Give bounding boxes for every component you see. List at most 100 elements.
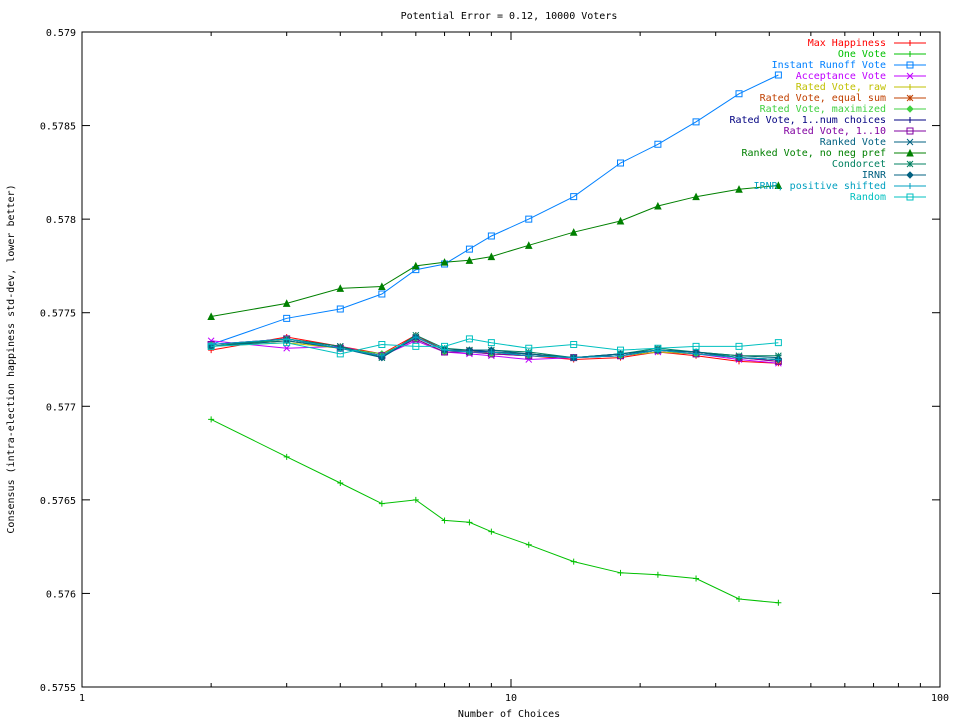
data-point xyxy=(692,192,700,201)
y-tick-label: 0.5755 xyxy=(40,683,76,694)
data-point xyxy=(488,528,495,535)
data-point xyxy=(525,344,533,352)
data-point xyxy=(207,312,215,320)
data-point xyxy=(693,575,700,582)
data-point xyxy=(570,354,578,362)
data-point xyxy=(570,558,577,565)
data-point xyxy=(735,185,743,193)
data-point xyxy=(654,201,662,210)
series-random xyxy=(207,335,782,358)
series-instant-runoff-vote xyxy=(207,71,782,349)
legend-label: Max Happiness xyxy=(808,38,886,49)
legend-marker xyxy=(906,193,914,201)
legend-label: IRNR, positive shifted xyxy=(754,181,886,192)
x-tick-label: 10 xyxy=(505,693,517,704)
y-tick-label: 0.5765 xyxy=(40,496,76,507)
data-point xyxy=(735,342,743,350)
legend-label: Rated Vote, raw xyxy=(796,82,887,93)
data-point xyxy=(336,284,345,292)
data-point xyxy=(692,342,700,350)
data-point xyxy=(774,181,783,189)
data-point xyxy=(487,252,496,261)
data-point xyxy=(412,496,419,503)
y-axis-label: Consensus (intra-election happiness std-… xyxy=(6,184,17,533)
y-tick-label: 0.577 xyxy=(46,402,76,413)
data-point xyxy=(378,500,385,507)
x-axis: 1 10 100 xyxy=(79,32,949,704)
data-point xyxy=(692,118,700,126)
data-point xyxy=(378,352,385,359)
legend-label: Rated Vote, maximized xyxy=(760,104,886,115)
data-point xyxy=(525,352,532,359)
legend-marker xyxy=(906,171,914,179)
data-point xyxy=(282,299,291,307)
legend-marker xyxy=(907,51,913,57)
y-tick-label: 0.578 xyxy=(46,215,76,226)
legend-label: Acceptance Vote xyxy=(796,71,886,82)
data-point xyxy=(378,290,386,298)
series-line xyxy=(211,185,779,317)
data-point xyxy=(654,140,662,148)
data-point xyxy=(617,569,624,576)
data-point xyxy=(283,453,290,460)
data-point xyxy=(466,349,473,356)
data-point xyxy=(570,341,578,349)
data-point xyxy=(378,341,386,349)
y-tick-label: 0.5785 xyxy=(40,122,76,133)
data-point xyxy=(336,305,344,313)
y-tick-label: 0.5775 xyxy=(40,309,76,320)
x-tick-label: 100 xyxy=(931,693,949,704)
series-layer xyxy=(207,71,783,606)
data-point xyxy=(441,342,449,350)
data-point xyxy=(412,342,420,350)
data-point xyxy=(412,334,419,341)
series-line xyxy=(210,418,779,604)
y-tick-label: 0.579 xyxy=(46,28,76,39)
legend-label: Rated Vote, 1..10 xyxy=(784,126,886,137)
legend-label: Rated Vote, equal sum xyxy=(760,93,886,104)
y-axis: 0.5755 0.576 0.5765 0.577 0.5775 0.578 0.5785 0… xyxy=(40,28,940,694)
data-point xyxy=(283,344,291,352)
data-point xyxy=(616,216,625,225)
legend-label: Rated Vote, 1..num choices xyxy=(729,115,886,126)
x-axis-label: Number of Choices xyxy=(458,709,560,720)
legend-label: Ranked Vote xyxy=(820,137,886,148)
legend-marker xyxy=(906,72,914,80)
data-point xyxy=(525,356,533,363)
data-point xyxy=(525,215,533,223)
legend-label: Condorcet xyxy=(832,159,886,170)
data-point xyxy=(336,350,344,358)
data-point xyxy=(465,335,473,343)
data-point xyxy=(775,356,782,363)
data-point xyxy=(488,349,495,356)
data-point xyxy=(774,71,782,79)
series-line xyxy=(210,74,779,345)
data-point xyxy=(775,352,782,360)
legend-marker xyxy=(906,127,914,135)
series-ranked-vote-no-neg-pref xyxy=(207,181,783,320)
data-point xyxy=(487,232,495,240)
data-point xyxy=(283,339,291,347)
data-point xyxy=(337,345,344,352)
series-one-vote xyxy=(208,416,782,606)
data-point xyxy=(283,314,291,322)
data-point xyxy=(412,261,420,270)
legend-marker xyxy=(906,138,914,146)
legend-marker xyxy=(906,105,914,113)
data-point xyxy=(570,193,578,201)
legend-label: Ranked Vote, no neg pref xyxy=(742,148,887,159)
data-point xyxy=(441,517,448,524)
legend-marker xyxy=(906,148,914,157)
data-point xyxy=(207,342,215,350)
legend-marker xyxy=(906,160,914,168)
data-point xyxy=(617,346,625,354)
y-tick-label: 0.576 xyxy=(46,589,76,600)
data-point xyxy=(617,352,624,359)
data-point xyxy=(337,480,344,487)
legend-label: One Vote xyxy=(838,49,886,60)
legend-marker xyxy=(906,61,914,69)
legend-marker xyxy=(906,94,914,102)
data-point xyxy=(693,350,700,357)
